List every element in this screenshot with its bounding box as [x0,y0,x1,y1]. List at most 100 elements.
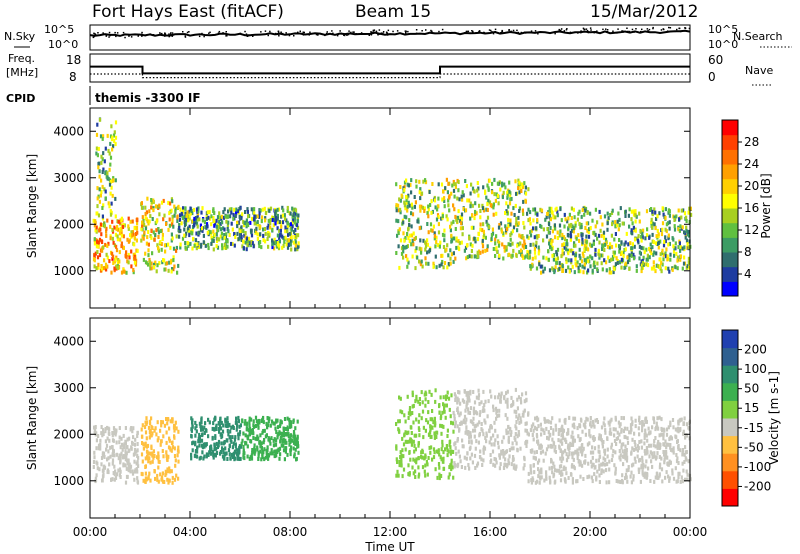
heatmap-cell [551,437,554,442]
heatmap-cell [279,228,282,233]
heatmap-cell [402,454,405,459]
heatmap-cell [444,186,447,191]
heatmap-cell [276,448,279,453]
heatmap-cell [103,258,106,263]
heatmap-cell [436,475,439,480]
heatmap-cell [454,214,457,219]
heatmap-cell [122,246,125,250]
heatmap-cell [172,224,175,229]
heatmap-cell [464,179,467,183]
heatmap-cell [284,449,287,454]
heatmap-cell [294,447,297,452]
heatmap-cell [452,259,455,264]
heatmap-cell [227,209,230,214]
heatmap-cell [486,414,489,419]
heatmap-cell [144,479,147,483]
heatmap-cell [598,466,601,471]
heatmap-cell [290,445,293,450]
nsearch-point [94,33,97,36]
heatmap-cell [435,435,438,439]
heatmap-cell [226,420,229,425]
heatmap-cell [580,259,584,264]
heatmap-cell [99,438,102,443]
heatmap-cell [142,446,145,451]
heatmap-cell [541,449,544,454]
heatmap-cell [198,421,201,426]
heatmap-cell [685,450,688,454]
heatmap-cell [504,224,507,229]
heatmap-cell [601,253,604,258]
heatmap-cell [666,254,669,259]
heatmap-cell [477,186,480,191]
colorbar-tick-label: 12 [744,223,759,237]
heatmap-cell [672,249,676,254]
heatmap-cell [490,425,493,430]
heatmap-cell [541,264,544,269]
heatmap-cell [183,223,187,228]
heatmap-cell [212,238,215,243]
heatmap-cell [630,470,633,475]
heatmap-cell [443,199,446,203]
heatmap-cell [565,239,568,243]
heatmap-cell [279,439,282,444]
heatmap-cell [97,443,101,448]
heatmap-cell [469,419,472,424]
heatmap-cell [158,261,161,266]
heatmap-cell [443,238,446,243]
heatmap-cell [572,457,575,462]
nsearch-point [530,30,533,32]
heatmap-cell [99,134,103,139]
heatmap-cell [668,226,671,231]
heatmap-cell [174,206,177,211]
heatmap-cell [522,466,525,471]
heatmap-cell [532,463,535,468]
heatmap-cell [545,447,549,452]
date-label: 15/Mar/2012 [590,2,698,22]
heatmap-cell [446,243,449,248]
heatmap-cell [443,204,446,209]
heatmap-cell [113,139,116,143]
nsearch-point [566,28,568,30]
heatmap-cell [510,211,513,216]
heatmap-cell [195,424,198,428]
power-heatmap [92,117,693,275]
heatmap-cell [465,429,468,434]
heatmap-cell [585,221,588,226]
heatmap-cell [265,448,268,453]
heatmap-cell [99,193,102,198]
heatmap-cell [567,216,570,221]
heatmap-cell [609,419,612,424]
heatmap-cell [544,217,547,222]
nsearch-point [556,31,558,33]
nsearch-point [457,32,459,35]
heatmap-cell [456,215,459,220]
heatmap-cell [447,475,450,480]
heatmap-cell [598,454,601,459]
heatmap-cell [239,444,243,449]
heatmap-cell [603,258,606,263]
heatmap-cell [286,416,289,421]
heatmap-cell [171,267,174,271]
heatmap-cell [208,216,212,221]
heatmap-cell [515,441,518,446]
heatmap-cell [615,479,618,483]
heatmap-cell [590,464,593,469]
heatmap-cell [677,475,680,480]
heatmap-cell [396,233,399,238]
heatmap-cell [465,184,468,189]
heatmap-cell [620,442,623,447]
heatmap-cell [653,454,656,459]
heatmap-cell [168,426,171,431]
heatmap-cell [550,465,554,470]
heatmap-cell [493,177,496,182]
heatmap-cell [560,433,563,438]
heatmap-cell [600,261,603,266]
heatmap-cell [653,439,656,444]
heatmap-cell [563,224,566,229]
heatmap-cell [150,205,153,210]
heatmap-cell [588,441,591,446]
heatmap-cell [606,244,610,249]
heatmap-cell [282,208,285,213]
heatmap-cell [589,422,592,427]
